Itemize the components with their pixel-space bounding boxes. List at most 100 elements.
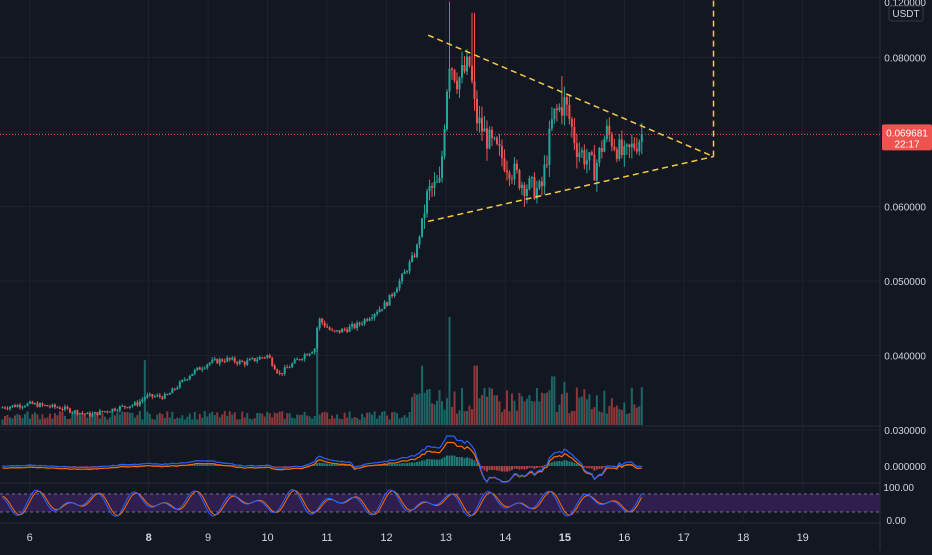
volume-bar bbox=[630, 387, 633, 425]
macd-histogram-bar bbox=[470, 459, 473, 466]
volume-bar bbox=[433, 404, 436, 425]
volume-bar bbox=[580, 396, 583, 425]
candle-body bbox=[630, 143, 633, 148]
macd-histogram-bar bbox=[218, 464, 221, 466]
macd-histogram-bar bbox=[568, 461, 571, 466]
macd-histogram-bar bbox=[336, 464, 339, 466]
candle-body bbox=[143, 397, 146, 400]
macd-histogram-bar bbox=[383, 464, 386, 466]
macd-histogram-bar bbox=[68, 466, 71, 467]
candle-body bbox=[628, 144, 631, 148]
volume-bar bbox=[453, 391, 456, 425]
macd-histogram-bar bbox=[121, 465, 124, 466]
candle-body bbox=[461, 64, 463, 78]
volume-bar bbox=[78, 416, 81, 425]
candle-body bbox=[118, 406, 121, 411]
candle-body bbox=[513, 163, 516, 180]
macd-histogram-bar bbox=[213, 464, 216, 466]
stochastic-d-line bbox=[2, 489, 643, 517]
macd-histogram-bar bbox=[421, 460, 424, 466]
volume-bar bbox=[83, 415, 86, 425]
volume-bar bbox=[488, 387, 491, 425]
candle-body bbox=[463, 64, 466, 72]
candle-body bbox=[438, 177, 441, 182]
volume-bar bbox=[213, 414, 216, 425]
volume-bar bbox=[436, 400, 439, 425]
macd-histogram-bar bbox=[198, 464, 201, 466]
candle-body bbox=[141, 399, 144, 402]
macd-histogram-bar bbox=[600, 466, 603, 469]
volume-bar bbox=[256, 412, 259, 425]
volume-bar bbox=[336, 414, 339, 425]
volume-bar bbox=[18, 415, 21, 425]
candle-body bbox=[218, 359, 221, 364]
candle-body bbox=[518, 170, 521, 189]
volume-bar bbox=[473, 365, 476, 425]
stochastic-label-top: 100.00 bbox=[883, 483, 914, 494]
macd-histogram-bar bbox=[433, 459, 436, 466]
candle-body bbox=[306, 354, 309, 356]
candle-body bbox=[470, 65, 473, 81]
macd-histogram-bar bbox=[128, 465, 131, 467]
volume-bar bbox=[620, 410, 623, 425]
volume-bar bbox=[421, 365, 424, 425]
volume-bar bbox=[408, 411, 411, 425]
volume-bar bbox=[43, 418, 46, 425]
volume-bar bbox=[353, 417, 356, 425]
volume-bar bbox=[348, 411, 351, 425]
macd-histogram-bar bbox=[81, 466, 84, 467]
macd-histogram-bar bbox=[316, 463, 319, 466]
macd-histogram-bar bbox=[131, 465, 134, 466]
macd-histogram-bar bbox=[570, 461, 573, 466]
volume-bar bbox=[438, 390, 441, 425]
candle-body bbox=[343, 328, 346, 330]
macd-histogram-bar bbox=[431, 459, 434, 466]
macd-histogram-bar bbox=[73, 466, 76, 467]
triangle-pattern bbox=[427, 0, 715, 223]
volume-bar bbox=[480, 395, 483, 425]
axes: 0.0800000.0700000.0600000.0500000.040000… bbox=[27, 0, 932, 550]
volume-bar bbox=[518, 392, 521, 425]
volume-bar bbox=[525, 398, 528, 425]
volume-bar bbox=[328, 419, 331, 425]
macd-histogram-bar bbox=[500, 466, 503, 472]
macd-histogram-bar bbox=[528, 466, 531, 469]
macd-histogram-bar bbox=[538, 466, 541, 468]
volume-bar bbox=[16, 413, 19, 425]
candle-body bbox=[598, 148, 601, 163]
candle-body bbox=[176, 387, 179, 390]
candle-body bbox=[151, 394, 154, 397]
candle-body bbox=[495, 137, 498, 144]
candle-body bbox=[263, 357, 266, 359]
macd-histogram-bar bbox=[251, 465, 254, 467]
volume-bar bbox=[448, 317, 451, 425]
volume-bar bbox=[558, 404, 561, 425]
volume-bar bbox=[181, 415, 184, 425]
volume-bar bbox=[540, 392, 543, 425]
candle-body bbox=[26, 403, 29, 407]
candle-body bbox=[488, 129, 491, 149]
volume-bar bbox=[530, 401, 533, 425]
candle-body bbox=[423, 213, 426, 219]
volume-bar bbox=[538, 401, 541, 425]
macd-histogram-bar bbox=[441, 458, 444, 466]
candle-body bbox=[456, 80, 459, 90]
volume-bar bbox=[161, 414, 164, 425]
volume-bar bbox=[371, 414, 374, 425]
time-tick-label: 8 bbox=[146, 532, 152, 544]
candle-body bbox=[58, 407, 61, 410]
volume-bar bbox=[483, 388, 486, 425]
macd-histogram-bar bbox=[161, 465, 164, 467]
candle-body bbox=[3, 407, 6, 409]
volume-bar bbox=[391, 412, 394, 425]
macd-histogram-bar bbox=[518, 466, 521, 470]
candle-body bbox=[88, 412, 91, 417]
candle-body bbox=[368, 318, 371, 321]
candle-body bbox=[98, 410, 101, 416]
candle-body bbox=[106, 411, 109, 413]
volume-bar bbox=[298, 414, 301, 425]
volume-bar bbox=[316, 349, 319, 425]
candle-body bbox=[633, 143, 636, 149]
